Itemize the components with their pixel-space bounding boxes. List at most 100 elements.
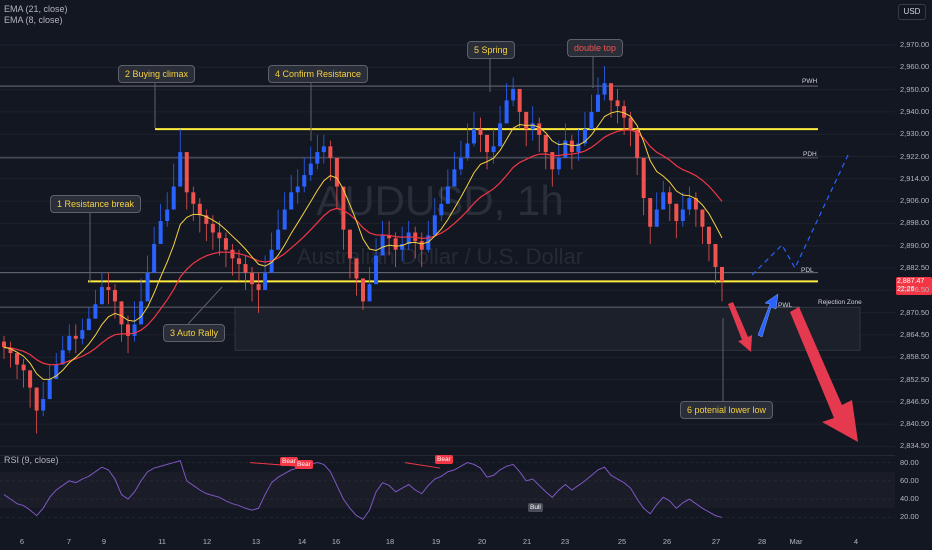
price-tick-label: 2,960.00 [900, 62, 930, 72]
price-tick-label: 2,846.50 [900, 396, 930, 406]
candle-body [250, 272, 255, 285]
rsi-tick-label: 20.00 [900, 512, 919, 522]
rsi-tick-label: 60.00 [900, 475, 919, 485]
time-tick-label: Mar [789, 537, 803, 546]
candle-body [517, 88, 522, 112]
candle-body [99, 287, 104, 305]
candle-body [158, 221, 163, 244]
candle-body [387, 235, 392, 239]
price-tick-label: 2,906.00 [900, 196, 930, 206]
down-arrow-large [790, 307, 858, 442]
price-tick-label: 2,950.00 [900, 84, 930, 94]
candle-body [550, 152, 555, 170]
ema21-legend: EMA (21, close) [4, 4, 68, 14]
candle-body [282, 209, 287, 230]
candle-body [21, 364, 26, 371]
time-tick-label: 6 [19, 537, 25, 546]
candle-body [465, 143, 470, 158]
time-tick-label: 23 [560, 537, 570, 546]
annotation-resistance-break: 1 Resistance break [50, 195, 142, 213]
candle-body [60, 350, 65, 365]
candle-body [556, 157, 561, 170]
rsi-bull-tag: Bull [528, 503, 543, 512]
rsi-band [0, 471, 895, 509]
candle-body [478, 129, 483, 135]
candle-body [276, 229, 281, 250]
rsi-bear-tag: Bear [295, 460, 313, 469]
currency-badge[interactable]: USD [898, 4, 926, 20]
candle-body [341, 186, 346, 230]
candle-body [217, 232, 222, 239]
candle-body [256, 284, 261, 290]
current-price: 2,887.47 [897, 278, 925, 285]
price-tick-label: 2,858.50 [900, 352, 930, 362]
candle-body [524, 111, 529, 130]
candle-body [445, 186, 450, 204]
candle-body [361, 278, 365, 302]
candle-body [302, 175, 307, 187]
time-tick-label: 18 [385, 537, 395, 546]
candle-body [452, 169, 457, 187]
candle-body [367, 284, 372, 302]
candle-body [589, 111, 594, 130]
candle-body [112, 289, 117, 302]
candle-body [289, 192, 294, 210]
time-tick-label: 19 [431, 537, 441, 546]
candle-body [498, 123, 503, 147]
candle-body [537, 123, 542, 135]
projection-path [751, 154, 849, 276]
candle-body [641, 157, 646, 199]
candle-body [54, 364, 59, 379]
time-tick-label: 7 [66, 537, 72, 546]
candle-body [654, 209, 659, 227]
candle-body [582, 129, 587, 144]
candle-body [86, 318, 91, 331]
candle-body [667, 192, 672, 204]
candle-body [132, 324, 137, 336]
candle-body [263, 272, 268, 290]
candle-body [609, 83, 614, 101]
up-arrow [757, 293, 779, 338]
time-tick-label: 4 [853, 537, 859, 546]
current-price-tag: 2,887.47 22:26 [896, 277, 932, 295]
candle-body [628, 117, 633, 130]
time-tick-label: 12 [202, 537, 212, 546]
candle-body [622, 106, 627, 118]
time-tick-label: 13 [251, 537, 261, 546]
candle-body [93, 304, 98, 319]
candle-body [615, 100, 620, 107]
level-pwh: PWH [802, 78, 818, 85]
price-tick-label: 2,834.50 [900, 441, 930, 451]
annotation-auto-rally: 3 Auto Rally [163, 324, 226, 342]
rsi-legend: RSI (9, close) [4, 455, 59, 465]
candle-body [41, 399, 46, 411]
candle-body [511, 88, 516, 101]
price-tick-label: 2,864.50 [900, 329, 930, 339]
price-tick-label: 2,914.00 [900, 173, 930, 183]
candle-body [543, 134, 548, 153]
price-tick-label: 2,882.50 [900, 263, 930, 272]
annotation-lower-low: 6 potenial lower low [680, 401, 774, 419]
candle-body [67, 335, 72, 351]
time-tick-label: 16 [331, 537, 341, 546]
candle-body [191, 192, 196, 204]
candle-body [308, 163, 313, 176]
candle-body [569, 140, 574, 153]
candle-body [485, 134, 490, 153]
candle-body [334, 157, 339, 187]
divergence-line [404, 462, 441, 469]
candle-body [184, 152, 189, 193]
candle-body [230, 249, 235, 259]
candle-body [197, 203, 202, 216]
candle-body [576, 143, 581, 153]
price-tick-label: 2,870.50 [900, 307, 930, 317]
candle-body [236, 258, 241, 265]
candle-body [243, 264, 248, 273]
candle-body [354, 258, 359, 279]
candle-body [687, 198, 692, 210]
candle-body [720, 266, 724, 282]
down-arrow-small [728, 302, 752, 352]
countdown: 22:26 [897, 286, 915, 293]
candle-body [80, 330, 85, 339]
